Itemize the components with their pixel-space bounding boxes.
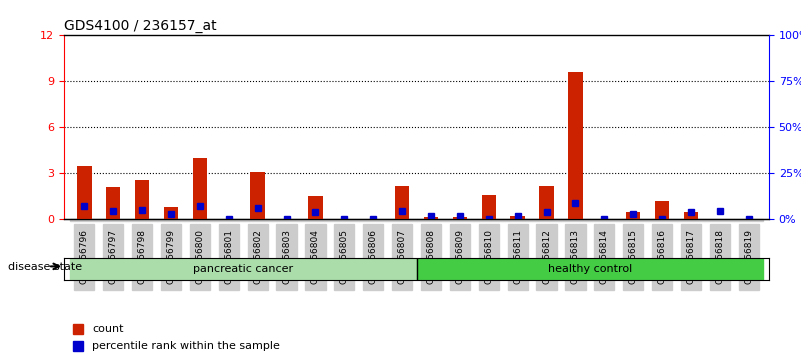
Bar <box>655 201 670 219</box>
Bar <box>417 219 445 221</box>
Bar <box>481 195 496 219</box>
Bar <box>106 187 120 219</box>
Bar <box>251 172 265 219</box>
Bar <box>532 219 561 221</box>
Bar <box>388 219 417 221</box>
Bar <box>185 219 215 221</box>
Bar <box>163 207 178 219</box>
Bar <box>301 219 330 221</box>
Bar <box>77 166 91 219</box>
Bar <box>70 219 99 221</box>
Bar <box>395 186 409 219</box>
Bar <box>359 219 388 221</box>
Bar <box>510 216 525 219</box>
Bar <box>445 219 474 221</box>
Bar <box>648 219 677 221</box>
Bar <box>539 186 553 219</box>
Text: count: count <box>92 324 124 333</box>
Text: GDS4100 / 236157_at: GDS4100 / 236157_at <box>64 19 217 33</box>
Bar <box>568 72 582 219</box>
Text: disease state: disease state <box>8 262 83 272</box>
Bar <box>474 219 503 221</box>
Bar <box>244 219 272 221</box>
Bar <box>127 219 156 221</box>
Bar <box>618 219 648 221</box>
Bar <box>453 217 467 219</box>
Text: pancreatic cancer: pancreatic cancer <box>193 264 293 274</box>
Bar <box>626 212 641 219</box>
Bar <box>706 219 735 221</box>
Bar <box>684 212 698 219</box>
Bar <box>561 219 590 221</box>
Bar <box>677 219 706 221</box>
Bar <box>135 179 149 219</box>
Bar <box>272 219 301 221</box>
Bar <box>735 219 763 221</box>
Bar <box>424 217 438 219</box>
Bar <box>590 219 618 221</box>
Bar <box>503 219 532 221</box>
Bar <box>156 219 185 221</box>
Bar <box>308 196 323 219</box>
Bar <box>215 219 244 221</box>
Bar <box>99 219 127 221</box>
Text: percentile rank within the sample: percentile rank within the sample <box>92 341 280 350</box>
Bar <box>192 158 207 219</box>
Text: healthy control: healthy control <box>548 264 632 274</box>
Bar <box>330 219 359 221</box>
